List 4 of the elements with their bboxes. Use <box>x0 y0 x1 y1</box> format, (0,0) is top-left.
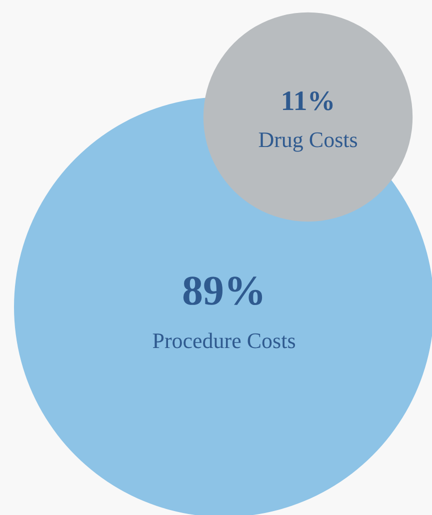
data-label: 89% <box>182 268 266 315</box>
category-label: Drug Costs <box>258 126 358 152</box>
category-label: Procedure Costs <box>152 328 296 354</box>
data-label: 11% <box>280 86 336 118</box>
